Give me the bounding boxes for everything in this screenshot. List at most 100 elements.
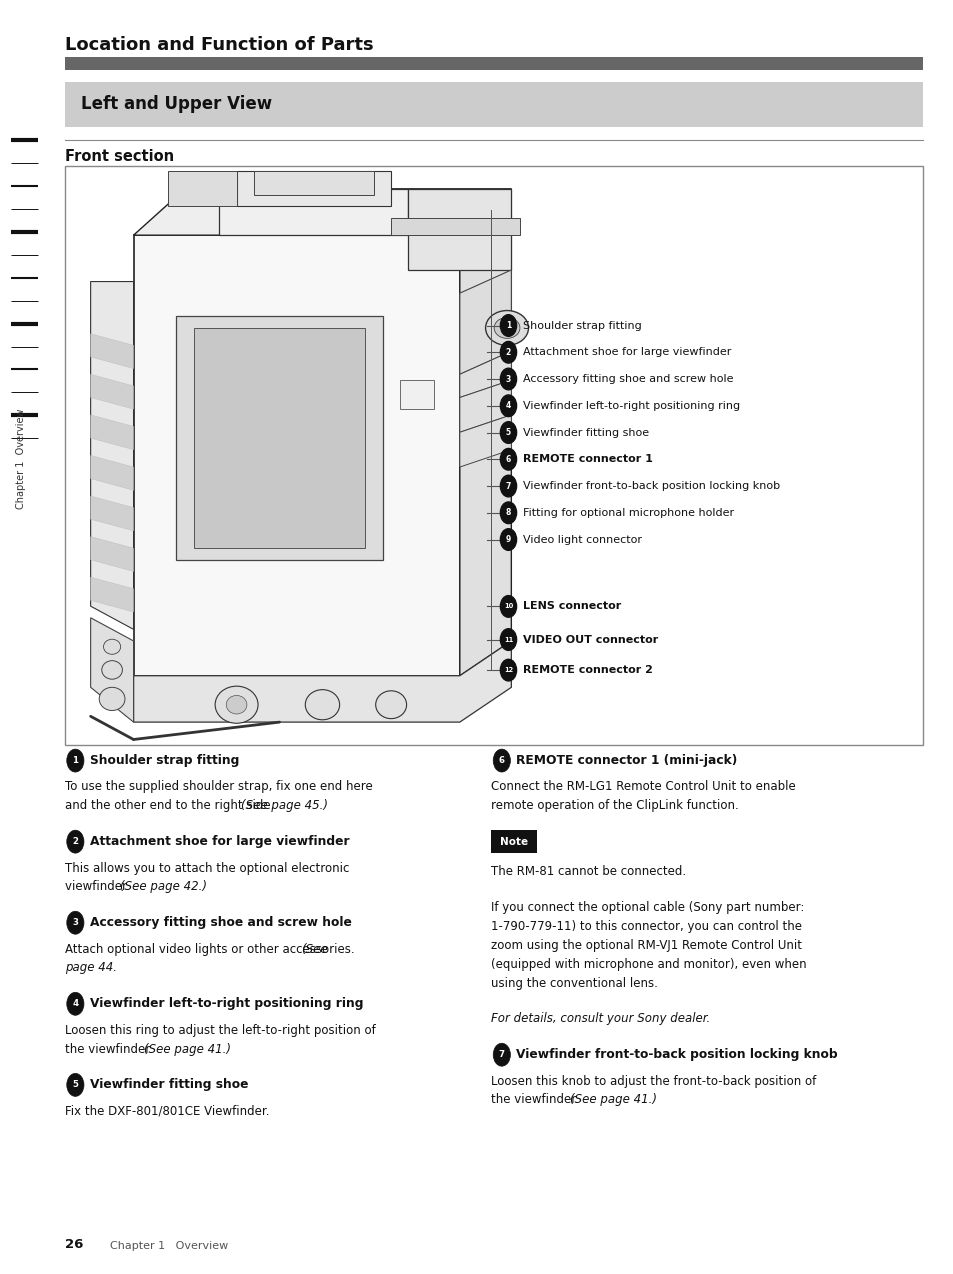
- Text: and the other end to the right side.: and the other end to the right side.: [65, 799, 281, 813]
- Text: 1-790-779-11) to this connector, you can control the: 1-790-779-11) to this connector, you can…: [491, 920, 801, 933]
- Circle shape: [499, 529, 517, 550]
- Text: Loosen this ring to adjust the left-to-right position of: Loosen this ring to adjust the left-to-r…: [65, 1024, 375, 1037]
- Polygon shape: [91, 375, 133, 409]
- Text: Shoulder strap fitting: Shoulder strap fitting: [522, 321, 640, 330]
- Text: using the conventional lens.: using the conventional lens.: [491, 977, 658, 990]
- Ellipse shape: [104, 640, 120, 655]
- Text: Accessory fitting shoe and screw hole: Accessory fitting shoe and screw hole: [522, 375, 733, 383]
- Text: To use the supplied shoulder strap, fix one end here: To use the supplied shoulder strap, fix …: [65, 781, 373, 794]
- Polygon shape: [391, 218, 519, 236]
- Text: REMOTE connector 1 (mini-jack): REMOTE connector 1 (mini-jack): [516, 754, 737, 767]
- Text: 10: 10: [503, 604, 513, 609]
- Text: 9: 9: [505, 535, 511, 544]
- Text: The RM-81 cannot be connected.: The RM-81 cannot be connected.: [491, 865, 686, 878]
- Text: (See page 42.): (See page 42.): [120, 880, 207, 893]
- Text: 11: 11: [503, 637, 513, 642]
- Text: 3: 3: [505, 375, 511, 383]
- Text: 7: 7: [498, 1050, 504, 1059]
- Text: (See page 41.): (See page 41.): [569, 1093, 657, 1107]
- Text: 1: 1: [72, 755, 78, 766]
- Ellipse shape: [226, 696, 247, 713]
- Circle shape: [499, 596, 517, 617]
- Circle shape: [499, 629, 517, 650]
- Polygon shape: [133, 189, 511, 236]
- Text: page 44.: page 44.: [65, 962, 117, 975]
- Text: Attachment shoe for large viewfinder: Attachment shoe for large viewfinder: [522, 348, 730, 357]
- Text: (See page 41.): (See page 41.): [143, 1042, 231, 1056]
- Polygon shape: [91, 334, 133, 368]
- Text: For details, consult your Sony dealer.: For details, consult your Sony dealer.: [491, 1013, 710, 1026]
- Text: Chapter 1  Overview: Chapter 1 Overview: [16, 409, 26, 508]
- Ellipse shape: [305, 689, 339, 720]
- Text: Viewfinder fitting shoe: Viewfinder fitting shoe: [522, 428, 648, 437]
- Text: Left and Upper View: Left and Upper View: [81, 96, 272, 113]
- Text: Viewfinder left-to-right positioning ring: Viewfinder left-to-right positioning rin…: [90, 998, 363, 1010]
- Text: REMOTE connector 1: REMOTE connector 1: [522, 455, 652, 464]
- Polygon shape: [91, 282, 133, 629]
- Circle shape: [67, 831, 84, 854]
- Text: Viewfinder left-to-right positioning ring: Viewfinder left-to-right positioning rin…: [522, 401, 740, 410]
- Text: Viewfinder fitting shoe: Viewfinder fitting shoe: [90, 1078, 248, 1092]
- Text: 6: 6: [498, 755, 504, 766]
- Polygon shape: [399, 380, 434, 409]
- Text: Connect the RM-LG1 Remote Control Unit to enable: Connect the RM-LG1 Remote Control Unit t…: [491, 781, 795, 794]
- Text: (See page 45.): (See page 45.): [240, 799, 327, 813]
- Circle shape: [493, 749, 510, 772]
- Text: Attachment shoe for large viewfinder: Attachment shoe for large viewfinder: [90, 836, 349, 848]
- Text: 8: 8: [505, 508, 511, 517]
- Text: REMOTE connector 2: REMOTE connector 2: [522, 665, 652, 675]
- Text: Video light connector: Video light connector: [522, 535, 641, 544]
- Text: Note: Note: [499, 837, 528, 847]
- Polygon shape: [91, 496, 133, 531]
- Text: 5: 5: [72, 1080, 78, 1089]
- Circle shape: [67, 911, 84, 934]
- Text: Fitting for optional microphone holder: Fitting for optional microphone holder: [522, 508, 733, 517]
- Text: 4: 4: [72, 999, 78, 1008]
- Circle shape: [499, 368, 517, 390]
- Text: VIDEO OUT connector: VIDEO OUT connector: [522, 634, 658, 645]
- Polygon shape: [91, 536, 133, 571]
- Polygon shape: [459, 352, 511, 397]
- Ellipse shape: [375, 691, 406, 719]
- Ellipse shape: [485, 311, 528, 345]
- Circle shape: [493, 1043, 510, 1066]
- Text: Location and Function of Parts: Location and Function of Parts: [65, 36, 374, 54]
- Text: 26: 26: [65, 1238, 83, 1251]
- Polygon shape: [91, 577, 133, 612]
- Polygon shape: [459, 189, 511, 675]
- Text: 3: 3: [72, 919, 78, 927]
- Polygon shape: [236, 172, 391, 206]
- Bar: [65, 57, 923, 70]
- Text: (See: (See: [300, 943, 327, 956]
- Ellipse shape: [99, 688, 125, 711]
- Text: LENS connector: LENS connector: [522, 601, 620, 612]
- Circle shape: [499, 502, 517, 524]
- Polygon shape: [133, 641, 511, 722]
- Text: the viewfinder.: the viewfinder.: [491, 1093, 586, 1107]
- Text: Loosen this knob to adjust the front-to-back position of: Loosen this knob to adjust the front-to-…: [491, 1074, 816, 1088]
- Text: Fix the DXF-801/801CE Viewfinder.: Fix the DXF-801/801CE Viewfinder.: [65, 1105, 269, 1117]
- Polygon shape: [408, 189, 511, 270]
- Text: (equipped with microphone and monitor), even when: (equipped with microphone and monitor), …: [491, 958, 806, 971]
- Text: remote operation of the ClipLink function.: remote operation of the ClipLink functio…: [491, 799, 739, 813]
- Polygon shape: [253, 172, 374, 195]
- Bar: [65, 166, 923, 745]
- Polygon shape: [91, 415, 133, 450]
- Text: zoom using the optional RM-VJ1 Remote Control Unit: zoom using the optional RM-VJ1 Remote Co…: [491, 939, 801, 952]
- Text: Shoulder strap fitting: Shoulder strap fitting: [90, 754, 239, 767]
- Text: If you connect the optional cable (Sony part number:: If you connect the optional cable (Sony …: [491, 901, 803, 915]
- Text: 7: 7: [505, 482, 511, 490]
- Polygon shape: [459, 270, 511, 375]
- Circle shape: [499, 422, 517, 443]
- Text: Front section: Front section: [65, 149, 173, 164]
- Circle shape: [499, 448, 517, 470]
- Text: Chapter 1   Overview: Chapter 1 Overview: [110, 1241, 228, 1251]
- Text: 5: 5: [505, 428, 511, 437]
- Text: 6: 6: [505, 455, 511, 464]
- Text: Attach optional video lights or other accessories.: Attach optional video lights or other ac…: [65, 943, 358, 956]
- Circle shape: [499, 315, 517, 336]
- Polygon shape: [459, 415, 511, 468]
- Circle shape: [67, 749, 84, 772]
- Text: 1: 1: [505, 321, 511, 330]
- Bar: [491, 831, 537, 854]
